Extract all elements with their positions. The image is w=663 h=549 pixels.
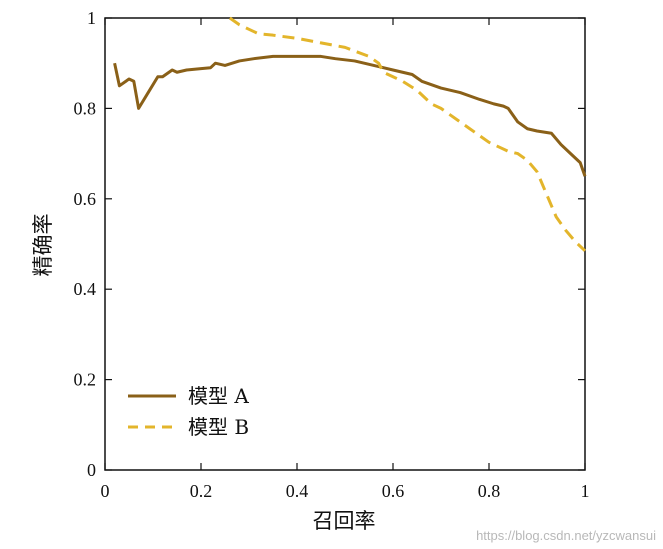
y-tick-label: 0.6 <box>74 189 97 209</box>
x-tick-label: 1 <box>581 481 590 501</box>
series-b-line <box>228 16 587 252</box>
x-tick-label: 0 <box>101 481 110 501</box>
watermark-text: https://blog.csdn.net/yzcwansui <box>476 528 656 543</box>
x-tick-label: 0.2 <box>190 481 213 501</box>
series-layer <box>113 16 587 252</box>
y-tick-label: 0.8 <box>74 98 97 118</box>
y-tick-label: 1 <box>87 8 96 28</box>
y-tick-label: 0.2 <box>74 370 97 390</box>
x-tick-label: 0.4 <box>286 481 309 501</box>
legend-label-series-a: 模型 A <box>188 384 249 408</box>
plot-frame <box>104 17 586 471</box>
y-tick-label: 0.4 <box>74 279 97 299</box>
y-axis-label: 精确率 <box>31 214 55 277</box>
legend: 模型 A 模型 B <box>128 384 249 439</box>
y-tick-label: 0 <box>87 460 96 480</box>
x-axis-label: 召回率 <box>313 509 376 533</box>
series-a-line <box>113 54 587 177</box>
x-tick-label: 0.6 <box>382 481 405 501</box>
x-tick-label: 0.8 <box>478 481 501 501</box>
axes-layer: 0 0.2 0.4 0.6 0.8 1 0 0.2 0.4 0.6 0.8 1 <box>74 8 590 501</box>
legend-label-series-b: 模型 B <box>188 415 249 439</box>
